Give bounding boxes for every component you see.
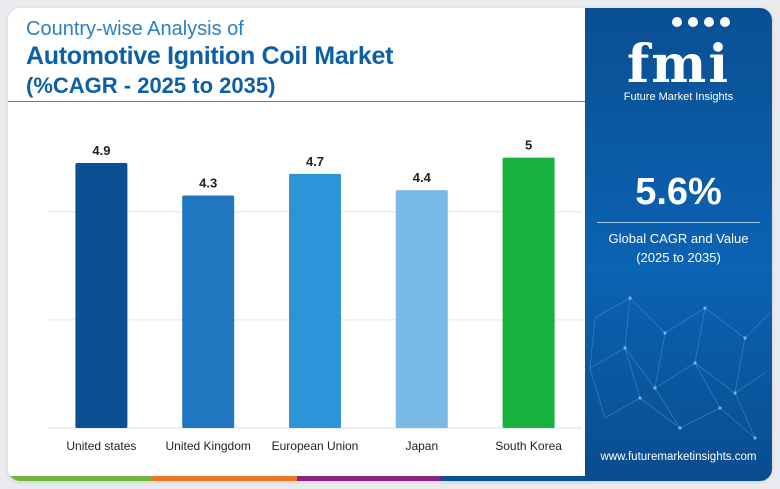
bar [75, 163, 128, 428]
bottom-bar-segment [440, 476, 585, 481]
logo-wordmark: fmi [626, 34, 731, 95]
chart-panel: Country-wise Analysis of Automotive Igni… [8, 8, 585, 481]
bottom-bar-segment [8, 476, 153, 481]
fmi-logo: fmi Future Market Insights [585, 14, 772, 103]
global-cagr-label-line-1: Global CAGR and Value [608, 231, 749, 246]
bottom-bar-segment [296, 476, 441, 481]
title-line-3: (%CAGR - 2025 to 2035) [26, 73, 276, 98]
value-divider [597, 222, 760, 223]
infographic-card: Country-wise Analysis of Automotive Igni… [8, 8, 772, 481]
bar [289, 173, 341, 428]
title-divider [8, 101, 585, 102]
title-line-2: Automotive Ignition Coil Market [26, 42, 394, 70]
bar-value-label: 4.9 [92, 143, 110, 158]
bar-chart: 4.9 United states 4.3 United Kingdom 4.7 Euro… [48, 138, 582, 453]
x-tick-label: South Korea [495, 439, 562, 453]
title-line-1: Country-wise Analysis of [26, 18, 244, 40]
network-background-graphic [589, 296, 771, 440]
bar-value-label: 4.4 [413, 170, 432, 185]
website-link[interactable]: www.futuremarketinsights.com [600, 451, 757, 463]
x-tick-label: Japan [405, 439, 438, 453]
logo-icons [671, 17, 730, 27]
summary-sidebar: fmi Future Market Insights 5.6% Global C… [585, 8, 772, 481]
bar [182, 195, 235, 428]
logo-subtitle: Future Market Insights [623, 91, 734, 103]
bar-value-label: 5 [525, 138, 532, 153]
bar [502, 157, 555, 428]
x-tick-label: European Union [272, 439, 359, 453]
bar-value-label: 4.7 [306, 154, 324, 169]
global-cagr-label: Global CAGR and Value (2025 to 2035) [585, 229, 772, 267]
x-tick-label: United states [66, 439, 136, 453]
bar [395, 190, 448, 428]
global-cagr-value: 5.6% [635, 171, 722, 213]
bar-value-label: 4.3 [199, 175, 217, 190]
x-tick-label: United Kingdom [166, 439, 251, 453]
global-cagr-label-line-2: (2025 to 2035) [636, 250, 721, 265]
bottom-bar-segment [152, 476, 297, 481]
